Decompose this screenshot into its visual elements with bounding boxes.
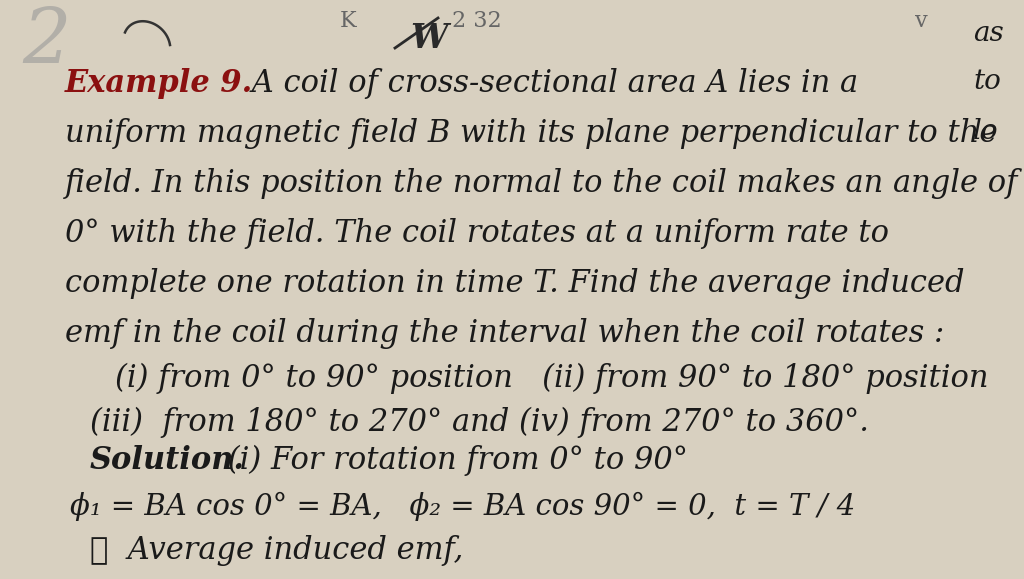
- Text: emf in the coil during the interval when the coil rotates :: emf in the coil during the interval when…: [65, 318, 944, 349]
- Text: ∴  Average induced emf,: ∴ Average induced emf,: [90, 535, 464, 566]
- Text: to: to: [973, 68, 1000, 95]
- Text: (i) from 0° to 90° position   (ii) from 90° to 180° position: (i) from 0° to 90° position (ii) from 90…: [115, 363, 988, 394]
- Text: W: W: [410, 22, 447, 55]
- Text: (iii)  from 180° to 270° and (iv) from 270° to 360°.: (iii) from 180° to 270° and (iv) from 27…: [90, 407, 869, 438]
- Text: complete one rotation in time T. Find the average induced: complete one rotation in time T. Find th…: [65, 268, 965, 299]
- Text: 2 32: 2 32: [452, 10, 502, 32]
- Text: lo: lo: [973, 118, 998, 145]
- Text: field. In this position the normal to the coil makes an angle of: field. In this position the normal to th…: [65, 168, 1019, 199]
- Text: 2: 2: [22, 5, 71, 79]
- Text: (i) For rotation from 0° to 90°: (i) For rotation from 0° to 90°: [218, 445, 688, 476]
- Text: 0° with the field. The coil rotates at a uniform rate to: 0° with the field. The coil rotates at a…: [65, 218, 889, 249]
- Text: K: K: [340, 10, 356, 32]
- Text: A coil of cross-sectional area A lies in a: A coil of cross-sectional area A lies in…: [242, 68, 858, 99]
- Text: ϕ₁ = BA cos 0° = BA,   ϕ₂ = BA cos 90° = 0,  t = T / 4: ϕ₁ = BA cos 0° = BA, ϕ₂ = BA cos 90° = 0…: [70, 492, 855, 521]
- Text: uniform magnetic field B with its plane perpendicular to the: uniform magnetic field B with its plane …: [65, 118, 997, 149]
- Text: v: v: [915, 10, 928, 32]
- Text: as: as: [973, 20, 1004, 47]
- Text: Example 9.: Example 9.: [65, 68, 253, 99]
- Text: Solution.: Solution.: [90, 445, 245, 476]
